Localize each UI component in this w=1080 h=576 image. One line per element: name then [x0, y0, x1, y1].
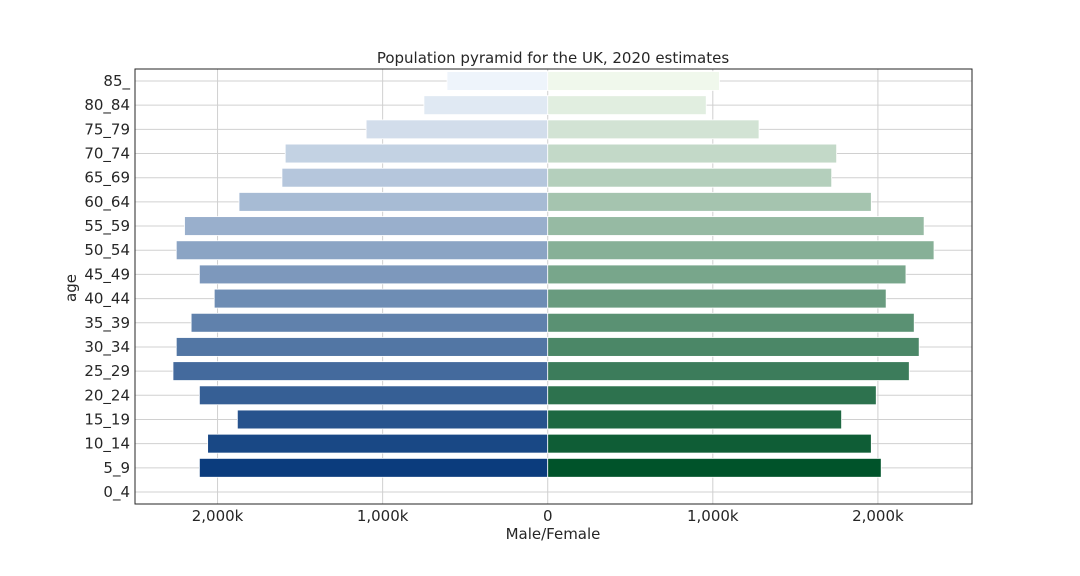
female-bar-20_24	[547, 385, 877, 406]
y-axis-title: age	[62, 274, 80, 302]
male-bar-5_9	[198, 457, 549, 478]
female-bar-70_74	[547, 143, 838, 164]
y-tick-label: 30_34	[84, 338, 130, 357]
female-bar-65_69	[547, 167, 833, 188]
male-bar-50_54	[175, 240, 549, 261]
female-bar-85_	[547, 71, 720, 91]
x-tick-label: 2,000k	[852, 507, 904, 525]
y-tick-label: 25_29	[84, 362, 130, 381]
male-bar-85_	[446, 71, 549, 91]
y-tick-label: 70_74	[84, 145, 130, 164]
female-bar-60_64	[547, 192, 872, 212]
bars	[172, 71, 935, 478]
y-tick-label: 20_24	[84, 386, 130, 405]
male-bar-15_19	[236, 409, 549, 430]
male-bar-45_49	[198, 264, 549, 285]
male-bar-80_84	[423, 95, 549, 116]
male-bar-55_59	[184, 216, 549, 236]
y-tick-labels: 0_4 5_9 10_14 15_19 20_24 25_29 30_34 35_39 40_4…	[84, 72, 130, 502]
female-bar-10_14	[547, 433, 872, 454]
male-bar-60_64	[238, 192, 549, 212]
y-tick-label: 55_59	[84, 217, 130, 236]
male-bar-75_79	[365, 119, 549, 140]
x-tick-label: 2,000k	[192, 507, 244, 525]
female-bar-25_29	[547, 361, 910, 381]
y-tick-label: 40_44	[84, 290, 130, 309]
x-tick-label: 1,000k	[357, 507, 409, 525]
male-bar-10_14	[207, 433, 549, 454]
y-tick-label: 85_	[103, 72, 130, 91]
y-tick-label: 10_14	[84, 435, 130, 454]
y-tick-label: 15_19	[84, 410, 130, 429]
female-bar-40_44	[547, 288, 887, 309]
male-bar-65_69	[281, 167, 549, 188]
female-bar-75_79	[547, 119, 760, 140]
plot-frame	[134, 68, 973, 505]
male-bar-40_44	[213, 288, 549, 309]
y-tick-label: 60_64	[84, 193, 130, 212]
female-bar-35_39	[547, 312, 915, 333]
female-bar-5_9	[547, 457, 882, 478]
female-bar-55_59	[547, 216, 925, 236]
y-tick-label: 50_54	[84, 241, 130, 260]
male-bar-20_24	[198, 385, 549, 406]
male-bar-25_29	[172, 361, 549, 381]
x-tick-label: 0	[543, 507, 553, 525]
male-bar-70_74	[284, 143, 549, 164]
female-bar-45_49	[547, 264, 907, 285]
y-tick-label: 5_9	[103, 459, 130, 478]
y-tick-label: 65_69	[84, 169, 130, 188]
y-tick-label: 80_84	[84, 96, 130, 115]
x-tick-labels: 2,000k 1,000k 0 1,000k 2,000k	[192, 507, 904, 525]
female-bar-30_34	[547, 337, 920, 357]
y-tick-label: 0_4	[103, 483, 130, 502]
female-bar-80_84	[547, 95, 707, 116]
female-bar-15_19	[547, 409, 842, 430]
male-bar-35_39	[190, 312, 549, 333]
y-tick-label: 45_49	[84, 265, 130, 284]
male-bar-30_34	[175, 337, 549, 357]
female-bar-50_54	[547, 240, 935, 261]
y-tick-label: 35_39	[84, 314, 130, 333]
x-tick-label: 1,000k	[687, 507, 739, 525]
x-axis-title: Male/Female	[506, 525, 601, 543]
y-tick-label: 75_79	[84, 120, 130, 139]
chart-title: Population pyramid for the UK, 2020 esti…	[377, 49, 729, 67]
